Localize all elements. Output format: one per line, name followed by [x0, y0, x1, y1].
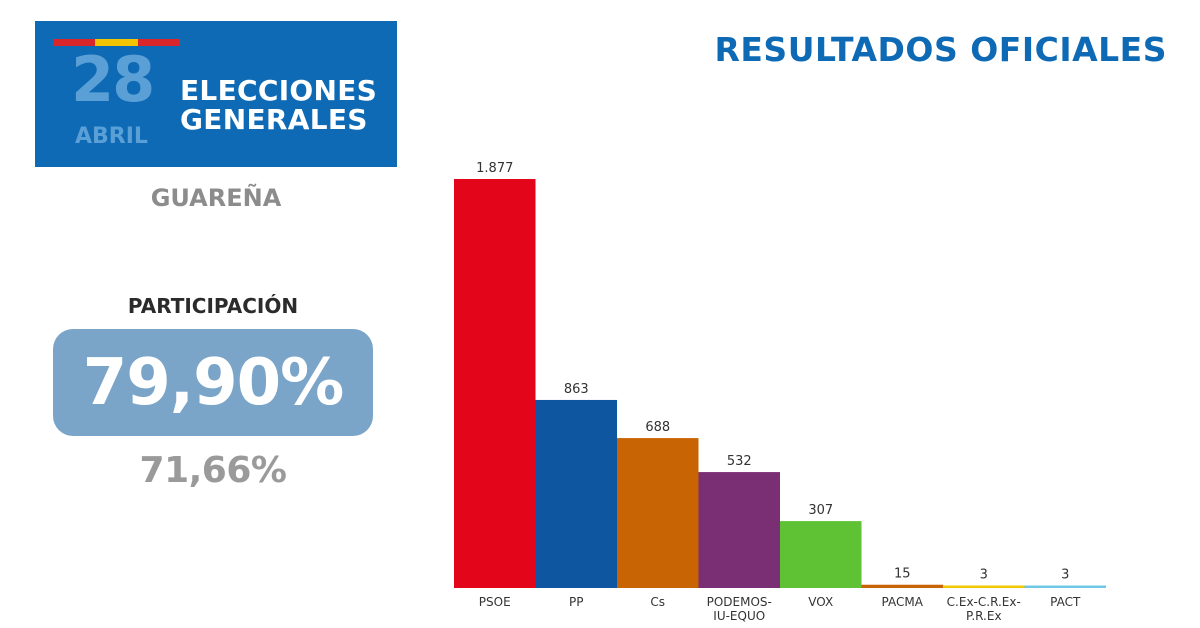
- bar-pacma: [861, 584, 943, 588]
- flag-red-stripe-right: [138, 39, 180, 46]
- category-label: PSOE: [479, 595, 511, 609]
- category-label: PODEMOS-: [707, 595, 772, 609]
- bar-pp: [535, 399, 617, 588]
- bar-value-label: 863: [564, 382, 589, 397]
- category-label: PACT: [1050, 595, 1081, 609]
- bar-value-label: 3: [1061, 568, 1069, 583]
- bar-pact: [1024, 585, 1106, 588]
- bar-podemos-iu-equo: [698, 472, 780, 588]
- election-day: 28: [71, 43, 155, 116]
- election-title-line1: ELECCIONES: [180, 74, 378, 107]
- participation-label: PARTICIPACIÓN: [127, 294, 299, 318]
- election-title: ELECCIONES GENERALES: [180, 76, 377, 134]
- flag-red-stripe-left: [53, 39, 95, 46]
- category-label: IU-EQUO: [713, 609, 765, 623]
- bar-psoe: [454, 179, 536, 588]
- participation-value: 79,90%: [82, 345, 345, 420]
- flag-yellow-stripe: [95, 39, 138, 46]
- participation-box: 79,90%: [53, 329, 373, 436]
- bar-value-label: 15: [894, 567, 911, 582]
- previous-participation-value: 71,66%: [139, 450, 287, 491]
- bar-cs: [617, 438, 699, 588]
- category-label: P.R.Ex: [966, 609, 1002, 623]
- bar-value-label: 1.877: [476, 161, 513, 176]
- election-month: ABRIL: [75, 124, 148, 149]
- bar-value-label: 3: [980, 568, 988, 583]
- election-badge: 28 ABRIL ELECCIONES GENERALES: [35, 21, 397, 167]
- municipality-name: GUAREÑA: [150, 184, 282, 212]
- spanish-flag-stripe: [53, 39, 180, 46]
- category-label: PACMA: [882, 595, 924, 609]
- bar-value-label: 688: [645, 420, 670, 435]
- bar-vox: [780, 521, 862, 588]
- bar-c-ex-c-r-ex-p-r-ex: [943, 585, 1025, 588]
- bar-value-label: 532: [727, 454, 752, 469]
- category-label: PP: [569, 595, 583, 609]
- category-label: C.Ex-C.R.Ex-: [947, 595, 1021, 609]
- page-headline: RESULTADOS OFICIALES: [714, 30, 1167, 69]
- bar-value-label: 307: [808, 503, 833, 518]
- election-title-line2: GENERALES: [180, 103, 368, 136]
- category-label: VOX: [808, 595, 833, 609]
- category-label: Cs: [650, 595, 665, 609]
